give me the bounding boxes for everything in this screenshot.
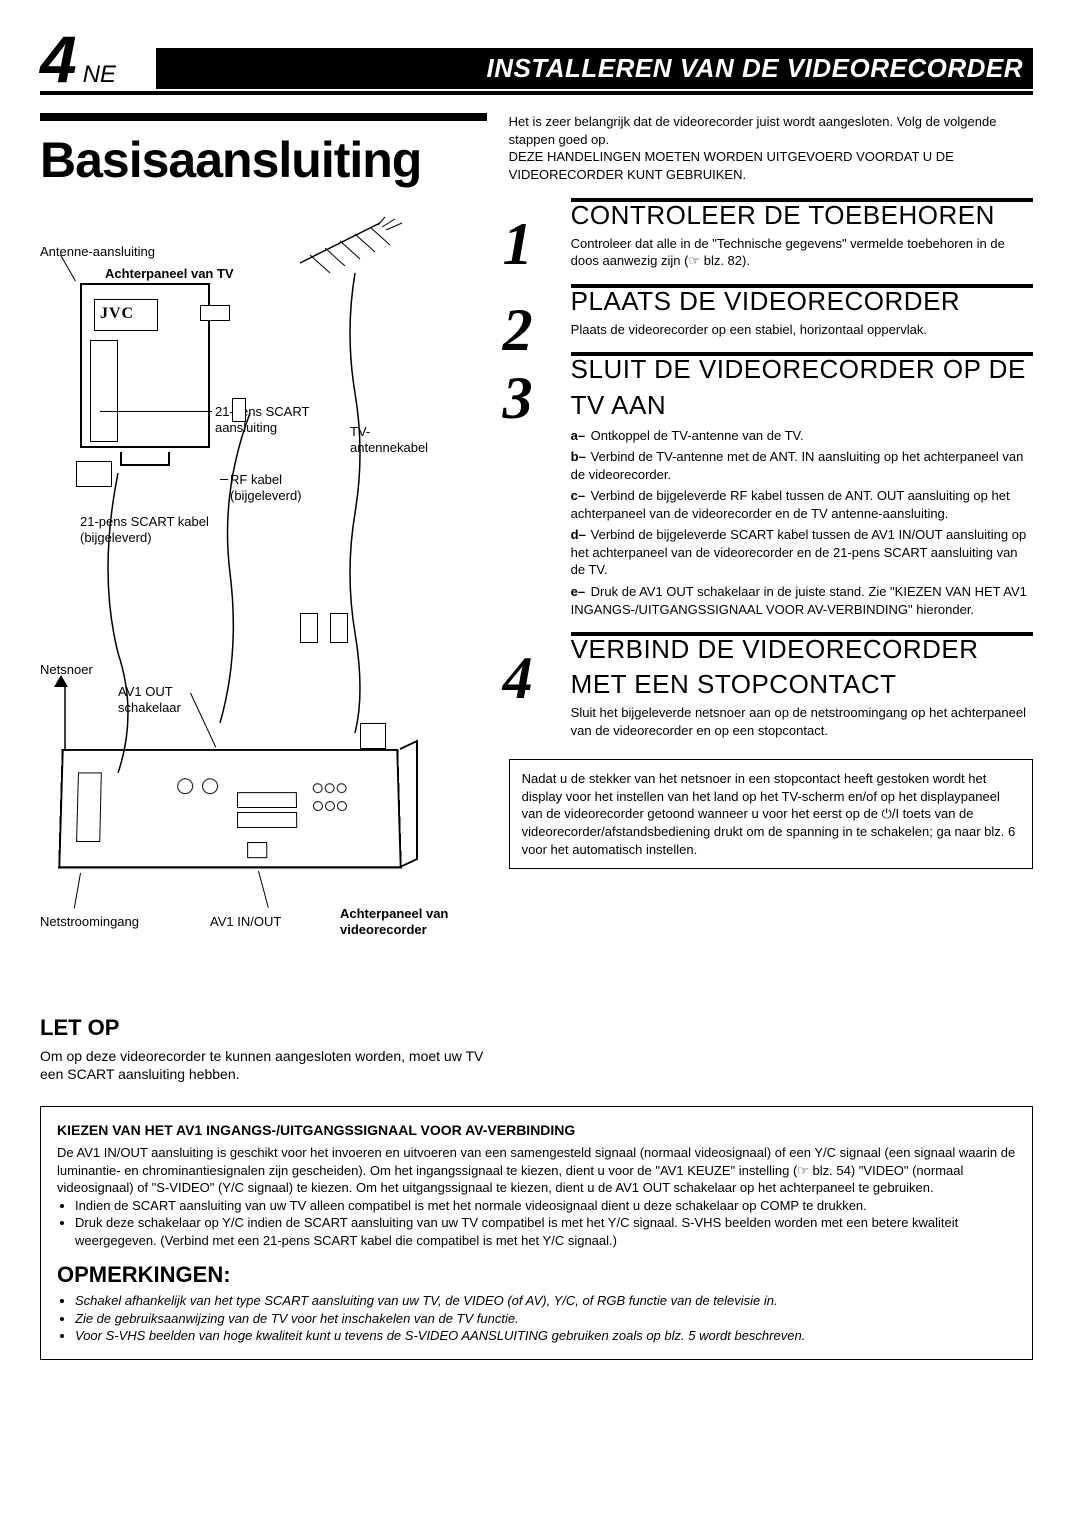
page-number: 4 NE [40,30,116,89]
tv-stand [120,452,170,466]
av1-box-heading: KIEZEN VAN HET AV1 INGANGS-/UITGANGSSIGN… [57,1121,1016,1140]
vcr-panel-label2: videorecorder [340,921,427,939]
vcr-scart-icon [237,812,297,828]
av1-out-label2: schakelaar [118,699,181,717]
step-number: 3 [503,368,533,428]
ac-inlet-label: Netstroomingang [40,913,139,931]
heading-rule [40,113,487,121]
antenna-label: Antenne-aansluiting [40,243,155,261]
vcr-panel-label1: Achterpaneel van [340,905,448,923]
rf-cable [200,413,260,723]
vcr-knob-icon [177,778,193,794]
tv-antenna-port [200,305,230,321]
step-title: SLUIT DE VIDEORECORDER OP DE TV AAN [571,352,1033,422]
leader-line [100,411,212,412]
after-connect-note: Nadat u de stekker van het netsnoer in e… [509,759,1033,869]
bullet-item: Druk deze schakelaar op Y/C indien de SC… [75,1214,1016,1249]
step-rule [571,284,1033,288]
vcr-port [76,772,102,842]
notes-heading: OPMERKINGEN: [57,1260,1016,1290]
right-column: Het is zeer belangrijk dat de videorecor… [509,113,1033,1084]
step-rule [571,632,1033,636]
sub-letter: c– [571,487,591,505]
step-title: PLAATS DE VIDEORECORDER [571,284,1033,319]
step-number: 4 [503,648,533,708]
antenna-icon [290,213,410,273]
sub-letter: b– [571,448,591,466]
cable-plug [300,613,318,643]
power-cable [60,683,70,751]
step-sub-e: e–Druk de AV1 OUT schakelaar in de juist… [571,583,1033,618]
cable-plug [330,613,348,643]
sub-text: Ontkoppel de TV-antenne van de TV. [591,428,804,443]
page-header: 4 NE INSTALLEREN VAN DE VIDEORECORDER [40,30,1033,95]
tv-panel-label: Achterpaneel van TV [105,265,234,283]
step-sub-b: b–Verbind de TV-antenne met de ANT. IN a… [571,448,1033,483]
step-title: CONTROLEER DE TOEBEHOREN [571,198,1033,233]
step-sub-c: c–Verbind de bijgeleverde RF kabel tusse… [571,487,1033,522]
attention-box: LET OP Om op deze videorecorder te kunne… [40,1013,487,1084]
leader-line [74,873,81,909]
intro-line2: DEZE HANDELINGEN MOETEN WORDEN UITGEVOER… [509,149,954,182]
av1-out-label1: AV1 OUT [118,683,173,701]
av1-signal-box: KIEZEN VAN HET AV1 INGANGS-/UITGANGSSIGN… [40,1106,1033,1360]
vcr-side [400,739,418,867]
bullet-item: Schakel afhankelijk van het type SCART a… [75,1292,1016,1310]
step-rule [571,352,1033,356]
connection-diagram: Antenne-aansluiting Achterpaneel van TV [40,213,487,993]
vcr-knob-icon [202,778,218,794]
step-body: Controleer dat alle in de "Technische ge… [571,235,1033,270]
scart-plug [76,461,112,487]
sub-text: Verbind de bijgeleverde RF kabel tussen … [571,488,1010,521]
tv-rear-panel: JVC [80,283,210,448]
jvc-logo: JVC [100,303,134,325]
page-number-digit: 4 [40,30,77,89]
step-body: Sluit het bijgeleverde netsnoer aan op d… [571,704,1033,739]
cable-plug [232,398,246,422]
intro-line1: Het is zeer belangrijk dat de videorecor… [509,114,997,147]
sub-text: Verbind de TV-antenne met de ANT. IN aan… [571,449,1024,482]
notes-bullets: Schakel afhankelijk van het type SCART a… [57,1292,1016,1345]
attention-text: Om op deze videorecorder te kunnen aange… [40,1047,487,1085]
vcr-av-jacks [312,780,353,820]
left-column: Basisaansluiting Antenne-aansluiting [40,113,487,1084]
step-2: 2 PLAATS DE VIDEORECORDER Plaats de vide… [509,284,1033,339]
sub-letter: e– [571,583,591,601]
scart-cable [98,473,138,773]
step-number: 1 [503,214,533,274]
sub-letter: a– [571,427,591,445]
av1-inout-label: AV1 IN/OUT [210,913,281,931]
antenna-cable [340,273,370,733]
sub-text: Verbind de bijgeleverde SCART kabel tuss… [571,527,1027,577]
vcr-antenna-plug [360,723,386,749]
step-rule [571,198,1033,202]
sub-letter: d– [571,526,591,544]
step-title: VERBIND DE VIDEORECORDER MET EEN STOPCON… [571,632,1033,702]
intro-paragraph: Het is zeer belangrijk dat de videorecor… [509,113,1033,183]
bullet-item: Voor S-VHS beelden van hoge kwaliteit ku… [75,1327,1016,1345]
vcr-scart-icon [237,792,297,808]
av1-box-bullets: Indien de SCART aansluiting van uw TV al… [57,1197,1016,1250]
bullet-item: Indien de SCART aansluiting van uw TV al… [75,1197,1016,1215]
step-sub-d: d–Verbind de bijgeleverde SCART kabel tu… [571,526,1033,579]
step-3: 3 SLUIT DE VIDEORECORDER OP DE TV AAN a–… [509,352,1033,618]
vcr-rear-panel [60,748,400,868]
sub-text: Druk de AV1 OUT schakelaar in de juiste … [571,584,1027,617]
leader-line [258,871,269,908]
vcr-port [247,842,267,858]
step-number: 2 [503,300,533,360]
step-4: 4 VERBIND DE VIDEORECORDER MET EEN STOPC… [509,632,1033,739]
bullet-item: Zie de gebruiksaanwijzing van de TV voor… [75,1310,1016,1328]
av1-box-paragraph: De AV1 IN/OUT aansluiting is geschikt vo… [57,1144,1016,1197]
main-heading: Basisaansluiting [40,127,487,195]
step-body: Plaats de videorecorder op een stabiel, … [571,321,1033,339]
step-sub-a: a–Ontkoppel de TV-antenne van de TV. [571,427,1033,445]
attention-heading: LET OP [40,1013,487,1043]
page-number-suffix: NE [83,64,116,86]
step-1: 1 CONTROLEER DE TOEBEHOREN Controleer da… [509,198,1033,270]
section-title: INSTALLEREN VAN DE VIDEORECORDER [156,48,1033,89]
